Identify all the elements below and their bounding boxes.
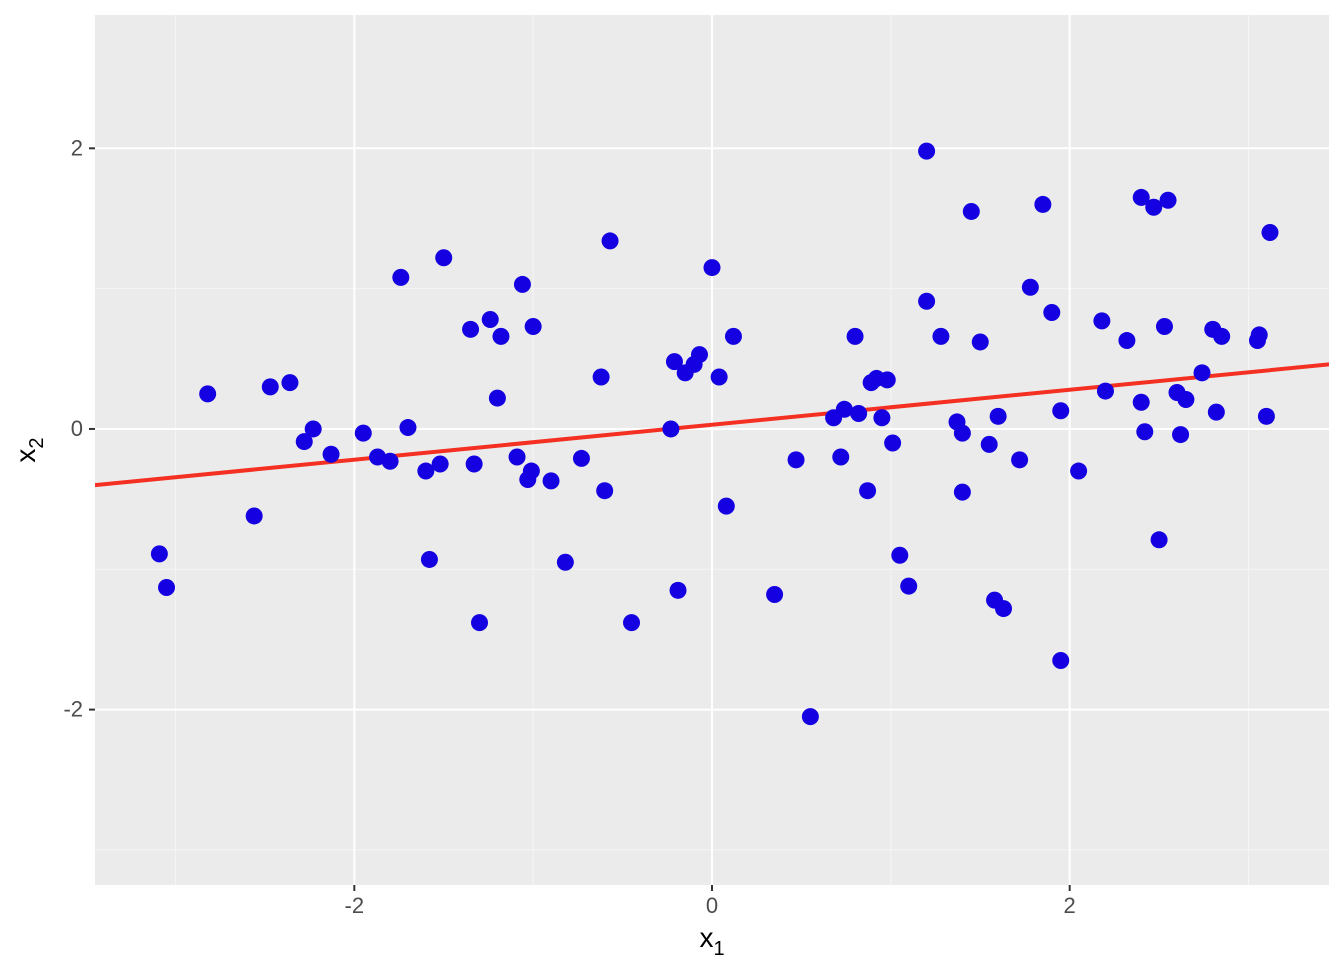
y-tick-label: 0 <box>71 416 83 441</box>
data-point <box>482 311 499 328</box>
data-point <box>832 449 849 466</box>
y-tick-label: -2 <box>63 697 83 722</box>
data-point <box>990 408 1007 425</box>
data-point <box>602 232 619 249</box>
data-point <box>1251 326 1268 343</box>
x-tick-label: 0 <box>706 893 718 918</box>
x-axis-label: x1 <box>699 922 724 960</box>
data-point <box>246 507 263 524</box>
data-point <box>492 328 509 345</box>
data-point <box>932 328 949 345</box>
data-point <box>514 276 531 293</box>
x-tick-label: -2 <box>345 893 365 918</box>
data-point <box>1258 408 1275 425</box>
data-point <box>1177 391 1194 408</box>
data-point <box>981 436 998 453</box>
data-point <box>382 453 399 470</box>
data-point <box>873 409 890 426</box>
data-point <box>399 419 416 436</box>
data-point <box>471 614 488 631</box>
data-point <box>766 586 783 603</box>
scatter-chart: -2 0 2 -2 0 2 x1 x2 <box>0 0 1344 960</box>
data-point <box>918 143 935 160</box>
data-point <box>802 708 819 725</box>
data-point <box>1261 224 1278 241</box>
data-point <box>1194 364 1211 381</box>
data-point <box>1052 652 1069 669</box>
data-point <box>1136 423 1153 440</box>
data-point <box>918 293 935 310</box>
data-point <box>151 545 168 562</box>
data-point <box>954 425 971 442</box>
data-point <box>432 456 449 473</box>
y-tick-label: 2 <box>71 135 83 160</box>
data-point <box>711 369 728 386</box>
data-point <box>954 484 971 501</box>
data-point <box>859 482 876 499</box>
data-point <box>1172 426 1189 443</box>
data-point <box>704 259 721 276</box>
data-point <box>1208 404 1225 421</box>
data-point <box>1160 192 1177 209</box>
data-point <box>884 434 901 451</box>
data-point <box>262 378 279 395</box>
data-point <box>158 579 175 596</box>
data-point <box>392 269 409 286</box>
data-point <box>1151 531 1168 548</box>
data-point <box>305 420 322 437</box>
data-point <box>323 446 340 463</box>
data-point <box>691 346 708 363</box>
data-point <box>879 371 896 388</box>
data-point <box>963 203 980 220</box>
data-point <box>281 374 298 391</box>
data-point <box>593 369 610 386</box>
data-point <box>466 456 483 473</box>
data-point <box>1133 394 1150 411</box>
data-point <box>725 328 742 345</box>
data-point <box>972 333 989 350</box>
data-point <box>557 554 574 571</box>
data-point <box>462 321 479 338</box>
data-point <box>523 463 540 480</box>
data-point <box>995 600 1012 617</box>
x-tick-label: 2 <box>1064 893 1076 918</box>
data-point <box>355 425 372 442</box>
data-point <box>847 328 864 345</box>
data-point <box>1022 279 1039 296</box>
data-point <box>1118 332 1135 349</box>
y-axis-label: x2 <box>10 437 48 462</box>
data-point <box>199 385 216 402</box>
data-point <box>1213 328 1230 345</box>
data-point <box>623 614 640 631</box>
data-point <box>421 551 438 568</box>
data-point <box>788 451 805 468</box>
data-point <box>573 450 590 467</box>
data-point <box>1052 402 1069 419</box>
data-point <box>836 401 853 418</box>
data-point <box>850 405 867 422</box>
data-point <box>718 498 735 515</box>
data-point <box>543 472 560 489</box>
data-point <box>525 318 542 335</box>
data-point <box>1156 318 1173 335</box>
data-point <box>891 547 908 564</box>
data-point <box>1093 312 1110 329</box>
data-point <box>1097 383 1114 400</box>
data-point <box>489 390 506 407</box>
data-point <box>1011 451 1028 468</box>
data-point <box>596 482 613 499</box>
data-point <box>1043 304 1060 321</box>
data-point <box>509 449 526 466</box>
data-point <box>900 578 917 595</box>
chart-svg: -2 0 2 -2 0 2 x1 x2 <box>0 0 1344 960</box>
data-point <box>435 249 452 266</box>
data-point <box>1070 463 1087 480</box>
data-point <box>662 420 679 437</box>
data-point <box>670 582 687 599</box>
data-point <box>1034 196 1051 213</box>
